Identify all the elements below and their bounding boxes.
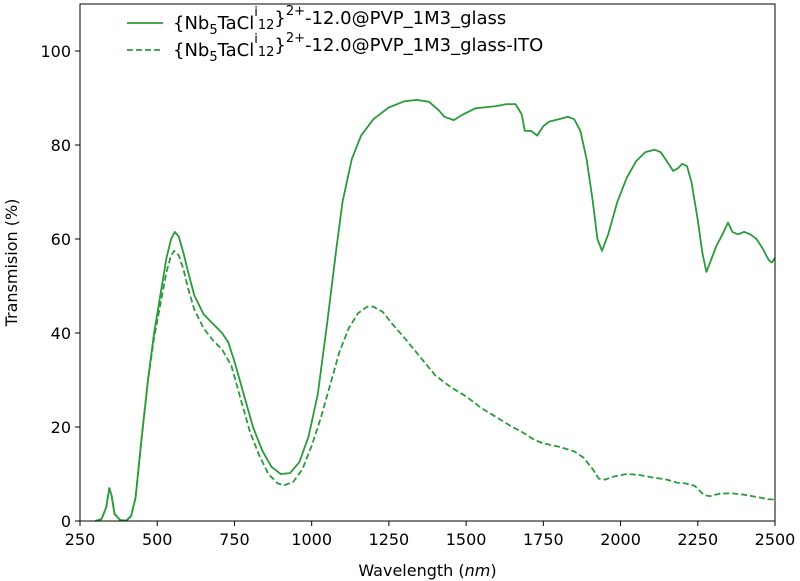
x-axis-label-suffix: ) — [490, 561, 496, 580]
x-tick-label: 1000 — [291, 530, 332, 549]
legend-entry: {Nb5TaCli12}2+-12.0@PVP_1M3_glass-ITO — [173, 31, 543, 65]
series-line-glass — [95, 99, 776, 522]
x-tick-label: 750 — [219, 530, 250, 549]
x-tick-label: 1500 — [446, 530, 487, 549]
y-tick-label: 80 — [51, 136, 71, 155]
x-tick-label: 1250 — [369, 530, 410, 549]
x-tick-label: 250 — [65, 530, 96, 549]
x-tick-label: 2500 — [755, 530, 796, 549]
y-tick-label: 0 — [61, 512, 71, 531]
x-axis-label-prefix: Wavelength ( — [358, 561, 464, 580]
axis-ticks: 250 500 750 1000 1250 1500 1750 2000 2250 2500 0 20… — [40, 42, 795, 549]
x-tick-label: 2000 — [600, 530, 641, 549]
y-tick-label: 40 — [51, 324, 71, 343]
x-tick-label: 2250 — [677, 530, 718, 549]
y-axis-label: Transmision (%) — [2, 199, 21, 328]
x-axis-label-unit: nm — [465, 561, 491, 580]
legend: {Nb5TaCli12}2+-12.0@PVP_1M3_glass{Nb5TaC… — [127, 4, 543, 65]
x-axis-label: Wavelength (nm) — [358, 561, 496, 580]
y-tick-label: 100 — [40, 42, 71, 61]
y-tick-label: 20 — [51, 418, 71, 437]
x-tick-label: 1750 — [523, 530, 564, 549]
y-tick-label: 60 — [51, 230, 71, 249]
plot-area — [95, 99, 776, 522]
plot-frame — [79, 3, 776, 522]
legend-entry: {Nb5TaCli12}2+-12.0@PVP_1M3_glass — [173, 4, 506, 38]
series-line-glass-ito — [95, 249, 775, 522]
x-tick-label: 500 — [142, 530, 173, 549]
